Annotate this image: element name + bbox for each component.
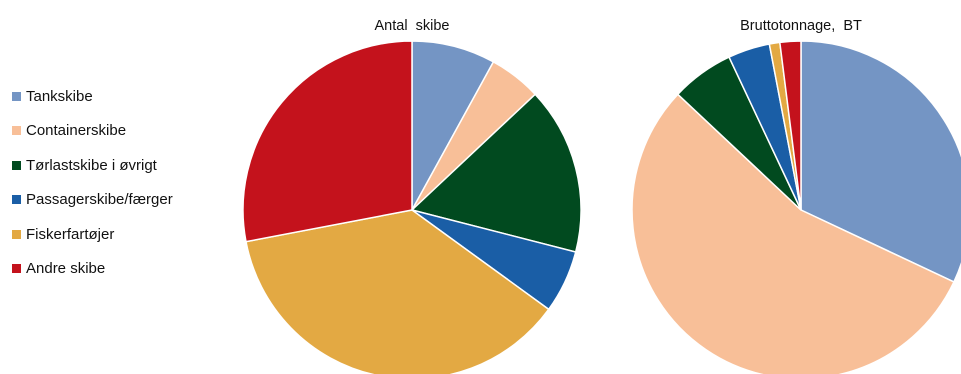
legend-item: Andre skibe: [12, 260, 173, 277]
legend-item: Fiskerfartøjer: [12, 225, 173, 243]
pie-slice-antal-4: [245, 209, 550, 374]
legend-swatch: [12, 160, 21, 170]
legend-item: Tankskibe: [12, 87, 173, 105]
legend-swatch: [12, 91, 21, 101]
chart-title-antal-skibe: Antal skibe: [374, 18, 450, 34]
legend-item: Containerskibe: [12, 122, 173, 139]
legend-label: Containerskibe: [26, 122, 127, 139]
legend-label: Andre skibe: [26, 260, 106, 277]
legend-item: Tørlastskibe i øvrigt: [12, 156, 173, 174]
legend-label: Tankskibe: [26, 87, 93, 105]
legend: Tankskibe Containerskibe Tørlastskibe i øv…: [12, 88, 173, 295]
legend-swatch: [12, 126, 21, 135]
legend-swatch: [12, 229, 21, 239]
chart-title-bruttotonnage: Bruttotonnage, BT: [740, 18, 862, 34]
legend-label: Passagerskibe/færger: [26, 191, 173, 208]
legend-label: Fiskerfartøjer: [26, 225, 115, 243]
pie-slice-bt-0: [800, 40, 961, 283]
legend-item: Passagerskibe/færger: [12, 191, 173, 208]
pie-slice-antal-2: [410, 93, 582, 253]
pie-slice-bt-5: [778, 40, 802, 211]
legend-swatch: [12, 264, 21, 273]
legend-swatch: [12, 195, 21, 204]
legend-label: Tørlastskibe i øvrigt: [26, 156, 157, 174]
pie-slice-bt-1: [631, 93, 955, 374]
pie-slice-antal-5: [242, 40, 413, 243]
